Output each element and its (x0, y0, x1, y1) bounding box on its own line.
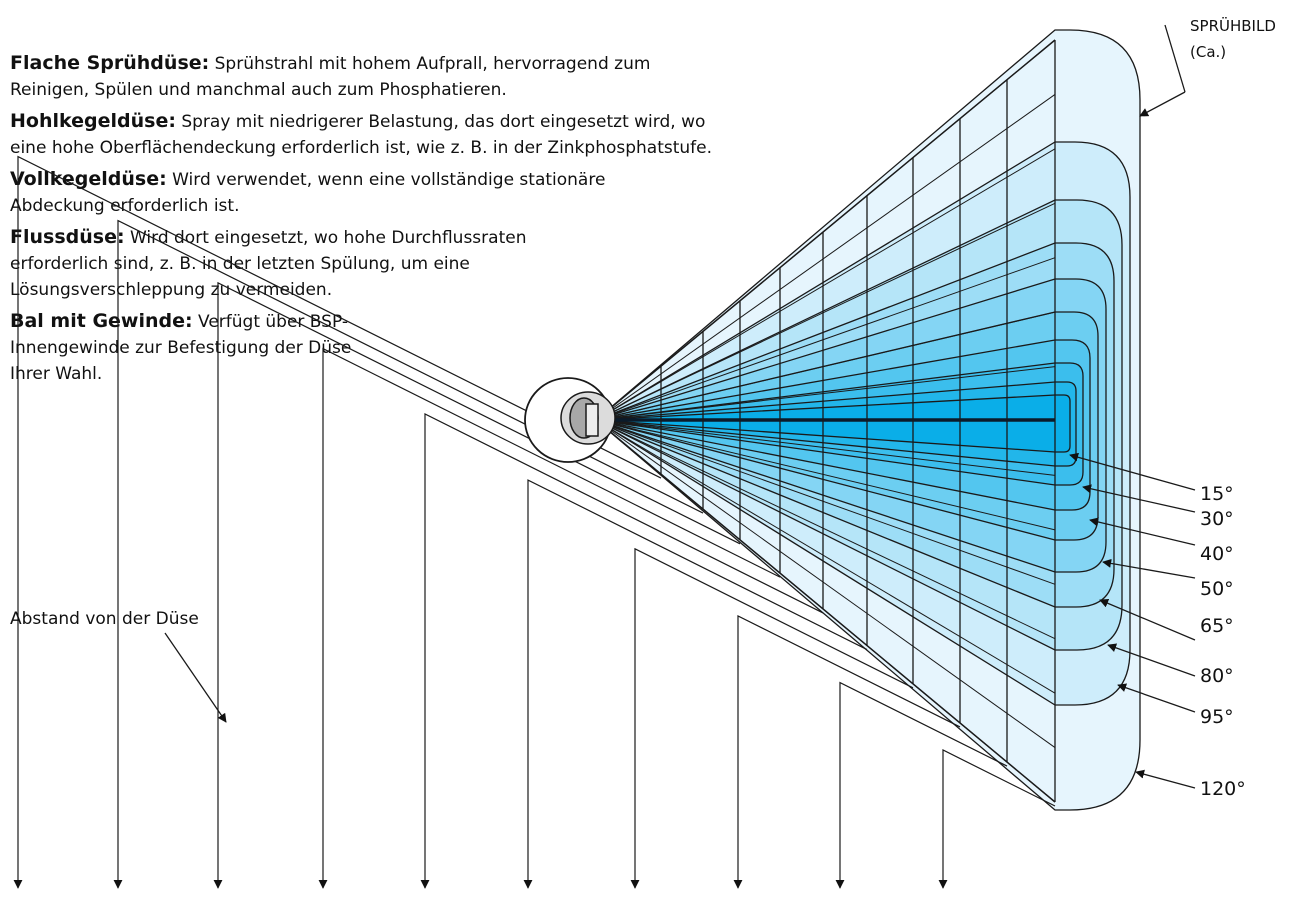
angle-pointer (1089, 517, 1196, 546)
angle-label: 30° (1200, 508, 1234, 530)
spray-ray (595, 148, 1056, 421)
angle-label: 15° (1200, 483, 1234, 505)
diagram-labels: SPRÜHBILD (Ca.) Abstand von der Düse (10, 16, 1276, 723)
spray-ray (595, 419, 1056, 694)
nozzle-type-term: Vollkegeldüse: (10, 168, 167, 190)
distance-leader (630, 547, 914, 889)
angle-pointer (1082, 484, 1196, 513)
spray-ray (595, 257, 1056, 421)
nozzle-icon (524, 377, 616, 463)
distance-leaders (13, 155, 1056, 889)
spray-pattern-label: SPRÜHBILD (1190, 16, 1276, 35)
spray-ray (595, 419, 1056, 476)
nozzle-type-1: Hohlkegeldüse: Spray mit niedrigerer Bel… (10, 108, 745, 161)
spray-band (595, 394, 1071, 453)
spray-ray (595, 419, 1056, 748)
angle-pointer (1099, 598, 1196, 641)
nozzle-type-3: Flussdüse: Wird dort eingesetzt, wo hohe… (10, 224, 530, 303)
nozzle-type-4: Bal mit Gewinde: Verfügt über BSP-Inneng… (10, 308, 395, 387)
nozzle-type-text: Wird verwendet, wenn eine vollständige s… (10, 170, 606, 216)
spray-edge-top (595, 39, 1056, 421)
spray-pattern-pointer (1139, 91, 1186, 117)
spray-rays (595, 39, 1056, 803)
spray-ray (595, 311, 1056, 421)
distance-label: Abstand von der Düse (10, 609, 199, 629)
angle-pointer (1135, 769, 1196, 789)
distance-pointer (164, 632, 227, 723)
distance-leader (733, 614, 961, 889)
nozzle-type-text: Spray mit niedrigerer Belastung, das dor… (10, 112, 713, 158)
distance-dividers (660, 40, 1056, 802)
angle-label: 50° (1200, 578, 1234, 600)
nozzle-type-2: Vollkegeldüse: Wird verwendet, wenn eine… (10, 166, 630, 219)
nozzle-tip (585, 403, 599, 437)
nozzle-type-term: Hohlkegeldüse: (10, 110, 176, 132)
spray-pattern-leader (1164, 24, 1186, 93)
angle-pointer (1107, 643, 1196, 677)
angle-label: 120° (1200, 778, 1246, 800)
angle-label: 80° (1200, 665, 1234, 687)
distance-leader (13, 155, 662, 889)
angle-pointer (1102, 558, 1196, 579)
distance-leader (318, 347, 781, 889)
nozzle-type-0: Flache Sprühdüse: Sprühstrahl mit hohem … (10, 50, 710, 103)
nozzle-type-term: Flache Sprühdüse: (10, 52, 210, 74)
angle-callouts: 15° 30° 40° 50° 65° 80° 95° 120° (1069, 452, 1246, 800)
nozzle-type-text: Sprühstrahl mit hohem Aufprall, hervorra… (10, 54, 651, 100)
angle-pointer (1117, 683, 1196, 713)
spray-ray (595, 419, 1056, 640)
angle-label: 65° (1200, 615, 1234, 637)
distance-leader (523, 479, 868, 889)
distance-leader (113, 219, 704, 889)
spray-pattern-label: (Ca.) (1190, 43, 1226, 61)
distance-leader (938, 749, 1056, 889)
nozzle-type-term: Bal mit Gewinde: (10, 310, 193, 332)
spray-ray (595, 202, 1056, 421)
angle-label: 95° (1200, 706, 1234, 728)
distance-leader (835, 681, 1008, 889)
nozzle-descriptions: Flache Sprühdüse: Sprühstrahl mit hohem … (10, 50, 770, 392)
nozzle-type-text: Wird dort eingesetzt, wo hohe Durchfluss… (10, 228, 527, 300)
spray-ray (595, 94, 1056, 421)
spray-edge-bottom (595, 419, 1056, 803)
angle-pointer (1069, 452, 1196, 491)
angle-label: 40° (1200, 543, 1234, 565)
spray-ray (595, 366, 1056, 421)
distance-leader (420, 412, 824, 889)
spray-ray (595, 419, 1056, 531)
spray-ray (595, 419, 1056, 585)
nozzle-type-term: Flussdüse: (10, 226, 125, 248)
